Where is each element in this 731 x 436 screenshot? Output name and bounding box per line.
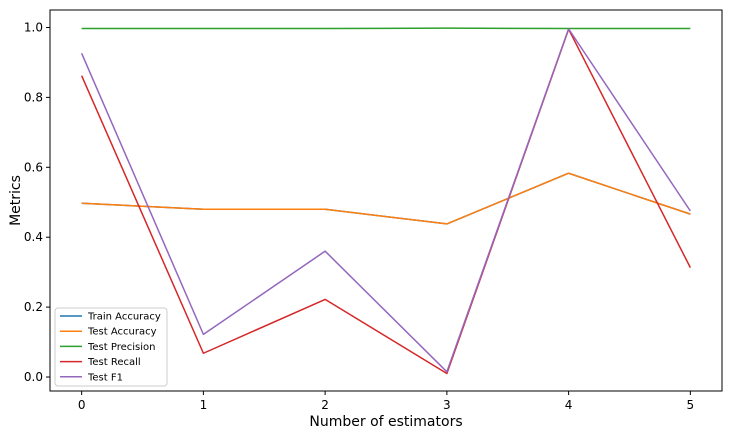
legend-box [54, 307, 168, 387]
legend-label-4: Test F1 [87, 372, 123, 383]
y-tick-label: 0.6 [24, 160, 43, 174]
y-tick-label: 0.0 [24, 370, 43, 384]
series-line-3 [80, 28, 692, 375]
y-axis-ticks: 0.0 0.2 0.4 0.6 0.8 1.0 [24, 20, 50, 384]
series-line-4 [80, 28, 691, 373]
x-axis-ticks: 0 1 2 3 4 5 [78, 391, 694, 412]
y-axis-label: Metrics [8, 175, 24, 226]
x-tick-label: 0 [78, 398, 86, 412]
y-tick-label: 0.8 [24, 90, 43, 104]
x-tick-label: 5 [687, 398, 695, 412]
legend-label-3: Test Recall [87, 357, 141, 368]
legend-label-1: Test Accuracy [87, 327, 157, 338]
plot-frame [49, 9, 723, 392]
y-tick-label: 0.2 [24, 300, 43, 314]
y-tick-label: 0.4 [24, 230, 43, 244]
series-line-1 [81, 172, 691, 225]
y-tick-label: 1.0 [24, 20, 43, 34]
legend-label-0: Train Accuracy [87, 312, 161, 323]
series-layer [80, 27, 692, 375]
legend: Train Accuracy Test Accuracy Test Precisio… [54, 307, 168, 387]
x-tick-label: 1 [200, 398, 208, 412]
x-axis-label: Number of estimators [309, 414, 462, 430]
x-tick-label: 4 [565, 398, 573, 412]
x-tick-label: 3 [443, 398, 451, 412]
legend-label-2: Test Precision [87, 342, 156, 353]
x-tick-label: 2 [321, 398, 329, 412]
